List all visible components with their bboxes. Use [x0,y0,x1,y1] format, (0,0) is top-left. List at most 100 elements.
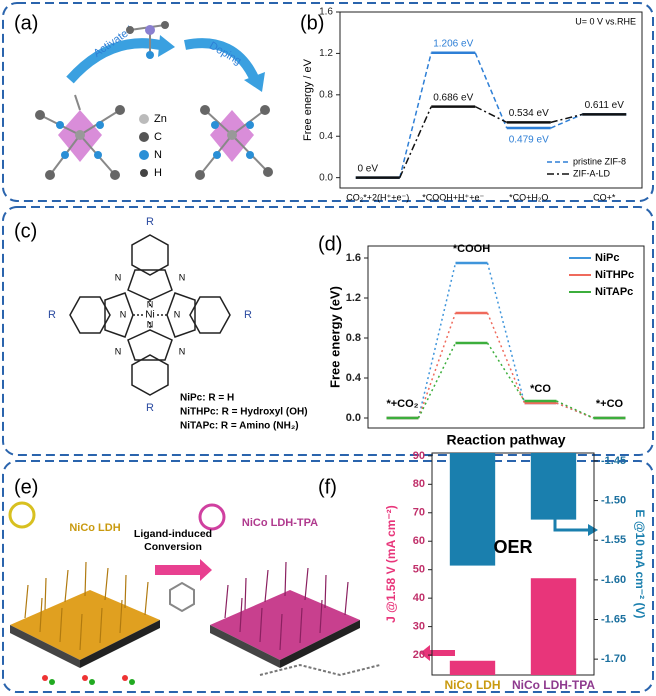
y-tick-label: 90 [413,450,425,462]
arrow-head [158,35,175,57]
connector [556,400,594,419]
value-label: 0.534 eV [509,108,549,119]
y-tick-label: 60 [413,535,425,547]
y-tick-label: -1.70 [601,653,626,665]
arrow-label: Ligand-induced Conversion [133,528,213,553]
annotation: U= 0 V vs.RHE [575,16,636,26]
value-label: 1.206 eV [433,38,473,49]
y-tick-label: 0.4 [319,131,333,142]
arrow [66,38,161,84]
definition: NiPc: R = H [180,393,234,404]
value-label: 0.479 eV [509,135,549,146]
nitrogen-label: N [174,309,181,319]
nitrogen-label: N [179,272,186,282]
bar [449,660,496,675]
value-label: 0.611 eV [585,100,625,111]
bar [530,578,577,675]
connector [556,402,594,419]
y-tick-label: -1.45 [601,455,626,467]
connector [399,106,432,178]
nitrogen-label: N [147,319,154,329]
y-tick-label: 1.2 [319,48,333,59]
definition: NiTHPc: R = Hydroxyl (OH) [180,407,308,418]
y-tick-label: -1.60 [601,574,626,586]
y-tick-label: 80 [413,478,425,490]
substituent-label: R [146,402,154,414]
connector [550,113,583,129]
panel-label: (d) [318,233,342,255]
y-tick-label: 20 [413,649,425,661]
phthalocyanine-structure [69,234,231,396]
nitrogen-label: N [115,346,122,356]
sample-label: NiCo LDH [69,522,120,534]
legend-text: NiPc [595,252,619,264]
panel-frame [2,460,654,693]
arrow-head [244,72,265,92]
arrow [184,38,260,83]
y-tick-label: 0.8 [346,332,361,344]
substituent-label: R [244,309,252,321]
y-tick-label: 1.6 [346,252,361,264]
y-tick-label: 1.2 [346,292,361,304]
x-tick-label: NiCo LDH [445,678,501,692]
plot-frame [367,245,645,429]
value-label: 0 eV [357,163,378,174]
x-axis-label: Reaction pathway [446,432,565,448]
legend-text: ZIF-A-LD [573,168,610,178]
connector [474,52,508,129]
connector [417,312,457,419]
nitrogen-label: N [179,346,186,356]
nitrogen-label: N [115,272,122,282]
bar [530,453,577,520]
x-tick-label: *CO+H₂O [509,192,548,202]
x-tick-label: CO₂*+2(H⁺+e⁻) [346,192,409,202]
plot-frame [339,11,643,189]
annotation: OER [493,537,532,557]
nitrogen-label: N [147,299,154,309]
y-axis-label: E @10 mA cm⁻² (V) [633,510,647,619]
y-tick-label: 1.6 [319,7,333,18]
definition: NiTAPc: R = Amino (NH₂) [180,421,299,432]
x-tick-label: *+CO₂ [386,398,418,410]
arrow-label-box: Ligand-induced Conversion [133,528,213,553]
y-tick-label: 50 [413,564,425,576]
y-tick-label: -1.65 [601,613,626,625]
plot-frame [431,452,595,676]
y-tick-label: -1.55 [601,534,626,546]
substituent-label: R [146,216,154,228]
y-tick-label: 0.0 [319,172,333,183]
axis-arrow [420,645,455,661]
value-label: 0.686 eV [433,92,473,103]
y-tick-label: 70 [413,507,425,519]
substituent-label: R [48,309,56,321]
legend-text: NiTAPc [595,286,633,298]
connector [417,342,457,419]
panel-frame [2,206,654,456]
panel-frame [2,2,654,202]
ldh-illustration [8,501,381,685]
y-axis-label: Free energy (eV) [327,286,342,388]
connector [550,113,583,124]
nitrogen-label: N [120,309,127,319]
connector [486,342,526,402]
axis-arrow-head [588,524,598,536]
y-tick-label: 30 [413,621,425,633]
panel-label: (a) [14,12,38,34]
x-tick-label: NiCo LDH-TPA [512,678,595,692]
legend-text: C [154,131,162,143]
x-tick-label: *CO [530,383,551,395]
legend-text: pristine ZIF-8 [573,156,626,166]
y-tick-label: 0.4 [346,372,362,384]
metal-label: Ni [145,310,154,321]
x-tick-label: CO+* [593,192,616,202]
x-tick-label: *COOH [453,243,490,255]
x-tick-label: *+CO [596,398,624,410]
connector [474,105,508,124]
y-tick-label: 0.0 [346,412,361,424]
connector [417,262,457,419]
panel-label: (f) [318,476,337,498]
legend-text: N [154,149,162,161]
y-tick-label: 0.8 [319,89,333,100]
connector [486,262,526,404]
